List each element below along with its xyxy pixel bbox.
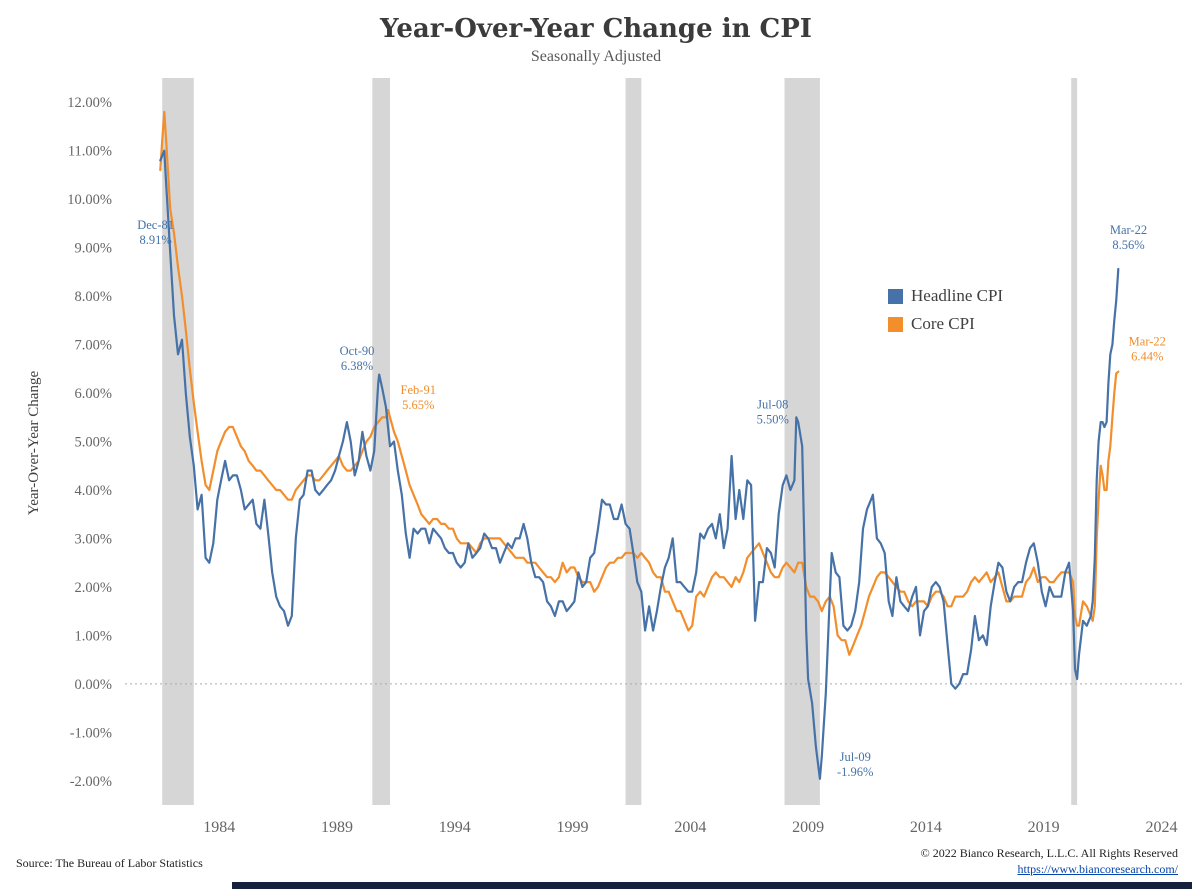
y-tick-label: 12.00% (67, 95, 112, 111)
x-tick-label: 2019 (1028, 819, 1060, 836)
headline-cpi-line (159, 149, 1120, 780)
y-tick-label: -1.00% (70, 725, 112, 741)
legend-item-core: Core CPI (888, 314, 1003, 334)
y-tick-label: 7.00% (75, 338, 112, 354)
y-tick-label: 4.00% (75, 483, 112, 499)
x-tick-label: 1994 (439, 819, 471, 836)
copyright-text: © 2022 Bianco Research, L.L.C. All Right… (920, 845, 1178, 860)
legend-item-headline: Headline CPI (888, 286, 1003, 306)
bottom-bar (232, 882, 1192, 889)
cpi-line-chart: -2.00% -1.00% 0.00% 1.00% 2.00% 3.00% 4.00% 5.0… (67, 78, 1185, 836)
annotation-label: 6.44% (1131, 349, 1163, 363)
x-tick-label: 1999 (557, 819, 589, 836)
annotation-label: Mar-22 (1110, 223, 1147, 237)
y-tick-label: 8.00% (75, 289, 112, 305)
y-tick-label: 0.00% (75, 677, 112, 693)
y-tick-label: 9.00% (75, 241, 112, 257)
x-tick-label: 2024 (1145, 819, 1177, 836)
headline-cpi-label: Headline CPI (911, 286, 1004, 305)
annotation-label: Mar-22 (1129, 334, 1166, 348)
recession-band (1071, 78, 1078, 805)
annotation-label: 6.38% (341, 359, 373, 373)
y-tick-label: 6.00% (75, 386, 112, 402)
source-note: Source: The Bureau of Labor Statistics (16, 856, 203, 870)
x-tick-label: 2014 (910, 819, 942, 836)
y-tick-label: -2.00% (70, 774, 112, 790)
website-link[interactable]: https://www.biancoresearch.com/ (1017, 861, 1178, 876)
annotation-label: Jul-08 (757, 397, 788, 411)
x-tick-label: 2004 (674, 819, 706, 836)
annotation-label: Oct-90 (340, 344, 375, 358)
y-tick-label: 2.00% (75, 580, 112, 596)
y-tick-label: 3.00% (75, 531, 112, 547)
annotation-label: Feb-91 (401, 383, 436, 397)
x-tick-label: 1984 (203, 819, 235, 836)
chart-subtitle: Seasonally Adjusted (530, 48, 662, 65)
y-tick-label: 1.00% (75, 628, 112, 644)
annotation-label: -1.96% (837, 765, 873, 779)
recession-band (372, 78, 390, 805)
y-tick-label: 10.00% (67, 192, 112, 208)
y-tick-label: 11.00% (68, 144, 112, 160)
annotation-label: Jul-09 (840, 750, 871, 764)
annotation-label: 5.65% (402, 398, 434, 412)
annotation-label: Dec-81 (137, 218, 174, 232)
recession-band (625, 78, 642, 805)
core-cpi-label: Core CPI (911, 314, 975, 333)
annotation-label: 5.50% (757, 412, 789, 426)
y-tick-label: 5.00% (75, 435, 112, 451)
credit-block: © 2022 Bianco Research, L.L.C. All Right… (921, 845, 1178, 877)
headline-cpi-swatch (888, 288, 903, 304)
core-cpi-swatch (888, 316, 903, 332)
x-tick-label: 1989 (321, 819, 353, 836)
annotation-label: 8.91% (139, 233, 171, 247)
chart-legend: Headline CPI Core CPI (888, 286, 1003, 342)
chart-title: Year-Over-Year Change in CPI (380, 14, 812, 44)
annotation-label: 8.56% (1112, 238, 1144, 252)
core-cpi-line (159, 110, 1120, 656)
x-tick-label: 2009 (792, 819, 824, 836)
